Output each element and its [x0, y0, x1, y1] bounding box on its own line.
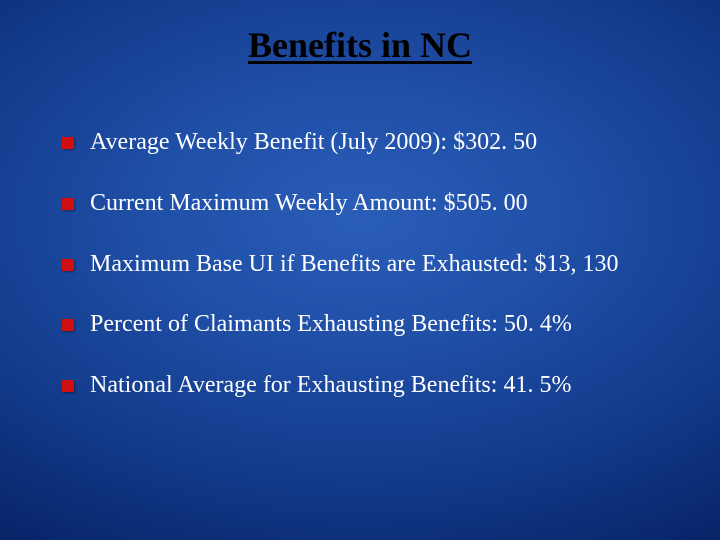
- bullet-text: National Average for Exhausting Benefits…: [90, 371, 690, 400]
- list-item: Average Weekly Benefit (July 2009): $302…: [62, 128, 690, 157]
- bullet-text: Average Weekly Benefit (July 2009): $302…: [90, 128, 690, 157]
- bullet-text: Maximum Base UI if Benefits are Exhauste…: [90, 250, 690, 279]
- list-item: Percent of Claimants Exhausting Benefits…: [62, 310, 690, 339]
- list-item: Maximum Base UI if Benefits are Exhauste…: [62, 250, 690, 279]
- bullet-icon: [62, 319, 74, 331]
- bullet-text: Percent of Claimants Exhausting Benefits…: [90, 310, 690, 339]
- bullet-icon: [62, 198, 74, 210]
- bullet-icon: [62, 137, 74, 149]
- slide-title: Benefits in NC: [0, 24, 720, 66]
- bullet-icon: [62, 380, 74, 392]
- slide: Benefits in NC Average Weekly Benefit (J…: [0, 0, 720, 540]
- bullet-text: Current Maximum Weekly Amount: $505. 00: [90, 189, 690, 218]
- list-item: Current Maximum Weekly Amount: $505. 00: [62, 189, 690, 218]
- list-item: National Average for Exhausting Benefits…: [62, 371, 690, 400]
- slide-content: Average Weekly Benefit (July 2009): $302…: [62, 128, 690, 432]
- bullet-icon: [62, 259, 74, 271]
